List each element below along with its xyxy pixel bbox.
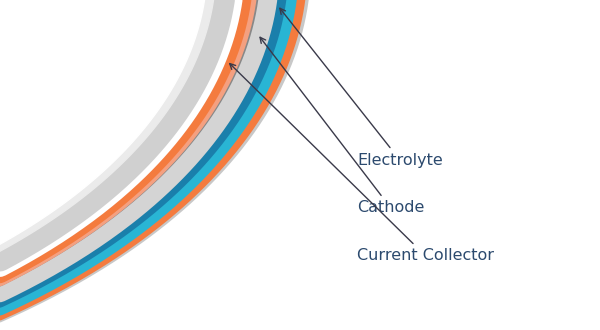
Polygon shape [0,0,207,330]
Text: Current Collector: Current Collector [230,64,494,263]
Polygon shape [0,0,237,330]
Text: Anode: Anode [0,329,1,330]
Polygon shape [0,0,216,330]
Text: Cathode: Cathode [260,37,424,215]
Text: Electrolyte: Electrolyte [280,8,443,168]
Text: Current Collector: Current Collector [0,329,1,330]
